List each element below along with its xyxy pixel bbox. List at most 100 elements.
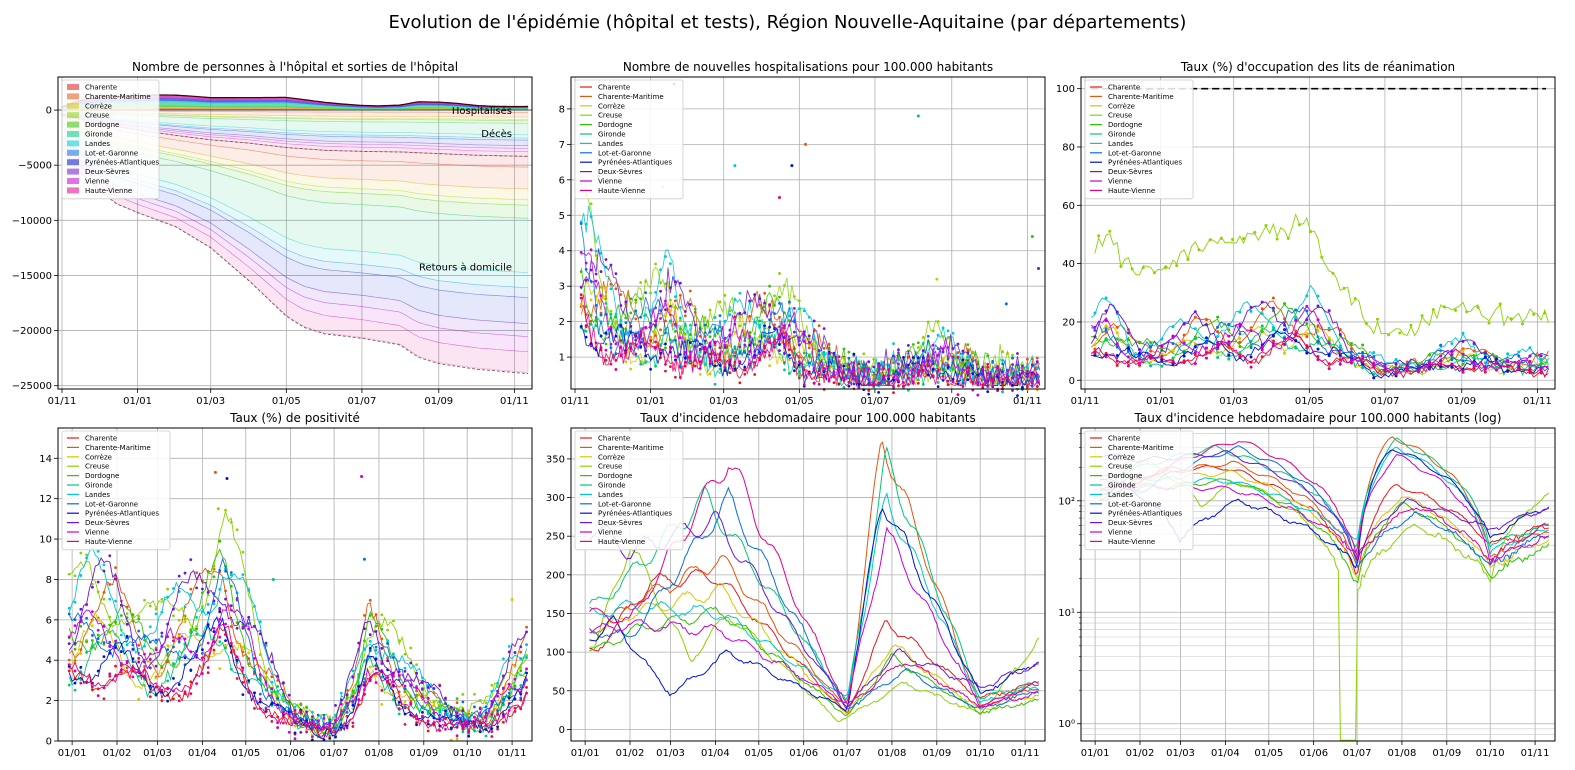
data-point	[1454, 308, 1458, 312]
data-point	[1093, 311, 1097, 315]
data-point	[693, 307, 697, 311]
legend-label: Lot-et-Garonne	[598, 149, 651, 157]
data-point	[125, 622, 129, 626]
data-point	[986, 362, 990, 366]
data-point	[293, 737, 297, 741]
data-point	[73, 574, 77, 578]
data-point	[351, 669, 355, 673]
data-point	[102, 597, 106, 601]
panel-title: Taux d'incidence hebdomadaire pour 100.0…	[639, 411, 975, 425]
data-point	[79, 648, 83, 652]
legend-box	[1084, 430, 1194, 551]
data-point	[525, 630, 528, 634]
data-point	[247, 615, 251, 619]
data-point	[195, 633, 198, 636]
data-point	[160, 598, 164, 601]
series-line	[581, 252, 1041, 387]
data-point	[773, 312, 776, 315]
data-point	[1428, 362, 1432, 366]
data-point	[664, 331, 667, 335]
series-line	[1091, 327, 1549, 377]
data-point	[108, 623, 112, 627]
data-point	[1305, 294, 1309, 298]
data-point	[1327, 326, 1331, 330]
data-point	[1104, 325, 1108, 329]
data-point	[1520, 322, 1524, 326]
data-point	[867, 383, 871, 387]
data-point	[624, 321, 628, 325]
data-point	[802, 365, 806, 369]
retours-band	[61, 132, 529, 289]
data-point	[1193, 310, 1197, 314]
data-point	[1171, 325, 1175, 329]
data-point	[718, 314, 722, 318]
data-point	[1428, 353, 1432, 357]
data-point	[1405, 365, 1409, 369]
legend-label: Charente	[85, 435, 117, 443]
data-point	[160, 699, 164, 703]
data-point	[1216, 330, 1220, 334]
data-point	[619, 323, 623, 327]
data-point	[1316, 324, 1320, 328]
data-point	[345, 701, 349, 705]
data-point	[822, 346, 826, 350]
outlier-point	[213, 470, 217, 474]
data-point	[299, 730, 303, 734]
data-point	[229, 667, 233, 671]
data-point	[931, 343, 935, 347]
y-tick-label: 10	[39, 535, 52, 546]
data-point	[478, 730, 482, 734]
data-point	[812, 347, 816, 351]
data-point	[478, 721, 482, 724]
data-point	[827, 346, 831, 350]
axes-frame	[1080, 427, 1556, 742]
data-point	[664, 369, 667, 373]
data-point	[837, 382, 841, 386]
data-point	[368, 665, 372, 669]
data-point	[114, 599, 117, 603]
data-point	[1035, 356, 1039, 360]
data-point	[357, 698, 361, 701]
data-point	[154, 648, 158, 652]
data-point	[519, 669, 523, 673]
data-point	[490, 683, 494, 687]
data-point	[783, 351, 786, 355]
data-point	[792, 306, 796, 310]
data-point	[916, 346, 920, 349]
x-tick-label: 01/11	[1013, 396, 1042, 407]
data-point	[1249, 346, 1253, 350]
axes-frame	[570, 427, 1046, 742]
data-point	[131, 643, 135, 647]
data-point	[986, 384, 990, 388]
data-point	[507, 691, 511, 695]
data-point	[986, 354, 990, 358]
data-point	[461, 727, 465, 731]
data-point	[1450, 342, 1454, 346]
data-point	[444, 727, 447, 731]
data-point	[316, 713, 320, 717]
data-point	[73, 624, 77, 628]
data-point	[1182, 361, 1186, 365]
data-point	[403, 652, 407, 656]
data-point	[758, 339, 762, 343]
data-point	[1461, 339, 1465, 343]
data-point	[1271, 328, 1275, 332]
data-point	[519, 692, 523, 696]
data-point	[946, 363, 950, 367]
data-point	[403, 700, 407, 704]
data-point	[1442, 305, 1446, 309]
data-point	[73, 618, 77, 622]
data-point	[507, 650, 511, 654]
series-line	[1091, 303, 1549, 373]
data-point	[1104, 319, 1108, 323]
data-point	[634, 298, 638, 302]
data-point	[1152, 271, 1156, 275]
data-point	[892, 384, 895, 388]
data-point	[212, 575, 216, 579]
data-point	[986, 390, 990, 394]
data-point	[1528, 367, 1532, 371]
outlier-point	[1037, 266, 1041, 270]
data-point	[96, 580, 100, 584]
data-point	[276, 726, 280, 729]
data-point	[713, 382, 717, 386]
